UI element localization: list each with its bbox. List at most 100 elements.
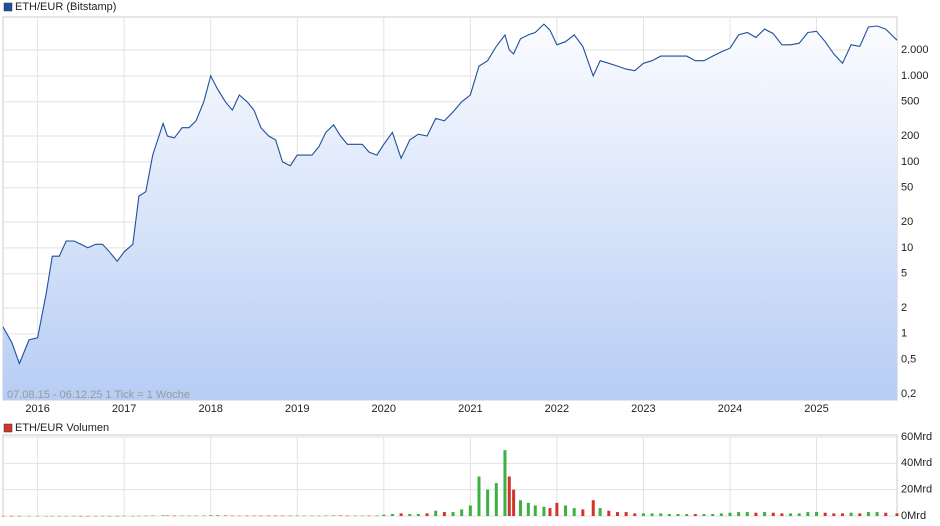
volume-bar [27, 515, 31, 517]
x-tick-label: 2024 [718, 403, 742, 415]
volume-bar [151, 515, 155, 516]
volume-bar [281, 515, 285, 517]
volume-bar [375, 515, 379, 517]
volume-bar [382, 514, 386, 516]
volume-bar [442, 512, 446, 516]
volume-bar [345, 515, 349, 517]
volume-bar [702, 514, 706, 516]
volume-bar [591, 500, 595, 516]
volume-bar [339, 515, 343, 516]
price-line [2, 23, 898, 366]
volume-bar [172, 515, 176, 517]
x-tick-label: 2022 [545, 403, 569, 415]
volume-bar [667, 514, 671, 516]
volume-bar [486, 489, 490, 516]
legend-swatch [3, 423, 13, 433]
y-tick-label: 20 [901, 216, 913, 228]
y-tick-label: 1.000 [901, 70, 929, 82]
legend-label: ETH/EUR Volumen [15, 422, 109, 434]
volume-bar [832, 513, 836, 516]
volume-bar [310, 515, 314, 517]
volume-bar [624, 512, 628, 516]
volume-bar [223, 515, 227, 516]
volume-bar [165, 515, 169, 516]
volume-bar [789, 513, 793, 516]
volume-bar [641, 513, 645, 516]
volume-bar [598, 508, 602, 516]
volume-bar [161, 515, 165, 516]
volume-bar [274, 515, 278, 517]
volume-bar [650, 513, 654, 516]
x-tick-label: 2023 [631, 403, 655, 415]
volume-bar [797, 513, 801, 516]
volume-bar [50, 515, 54, 517]
volume-bar [131, 515, 135, 517]
annotation: 07.08.15 - 06.12.25 1 Tick = 1 Woche [7, 389, 190, 401]
price-area [3, 24, 897, 400]
volume-bar [194, 515, 198, 517]
volume-bar [866, 512, 870, 516]
volume-bar [615, 512, 619, 516]
y-tick-label: 100 [901, 156, 919, 168]
volume-bar [719, 513, 723, 516]
volume-bar [390, 514, 394, 516]
volume-bar [86, 515, 90, 517]
y-tick-label: 50 [901, 182, 913, 194]
x-tick-label: 2020 [372, 403, 396, 415]
volume-bar [434, 510, 438, 516]
volume-bar [259, 515, 263, 517]
volume-bar [1, 515, 5, 517]
volume-bar [468, 505, 472, 516]
volume-bar [745, 512, 749, 516]
volume-bar [137, 515, 141, 517]
x-tick-label: 2025 [804, 403, 828, 415]
volume-bar [460, 509, 464, 516]
x-tick-label: 2016 [25, 403, 49, 415]
x-tick-label: 2019 [285, 403, 309, 415]
volume-bar [754, 512, 758, 516]
y-tick-label: 0,2 [901, 388, 916, 400]
volume-bar [548, 508, 552, 516]
volume-bar [806, 512, 810, 516]
volume-bar [815, 512, 819, 516]
volume-bar [245, 515, 249, 517]
x-tick-label: 2021 [458, 403, 482, 415]
y-tick-label: 200 [901, 130, 919, 142]
volume-bar [187, 515, 191, 517]
y-tick-label: 5 [901, 268, 907, 280]
volume-bar [332, 515, 336, 516]
y-tick-label: 10 [901, 242, 913, 254]
volume-bar [324, 515, 328, 516]
volume-bar [451, 512, 455, 516]
y-tick-label: 0Mrd [901, 510, 926, 522]
volume-bar [360, 515, 364, 517]
volume-bar [685, 514, 689, 516]
x-tick-label: 2017 [112, 403, 136, 415]
volume-bar [416, 514, 420, 516]
volume-bar [107, 515, 111, 517]
volume-bar [519, 500, 523, 516]
volume-bar [564, 505, 568, 516]
volume-bar [408, 514, 412, 516]
volume-bar [115, 515, 119, 517]
volume-bar [122, 515, 126, 517]
volume-bar [252, 515, 256, 517]
y-tick-label: 1 [901, 328, 907, 340]
x-tick-label: 2018 [198, 403, 222, 415]
y-tick-label: 40Mrd [901, 457, 932, 469]
volume-bar [737, 512, 741, 516]
volume-bar [503, 450, 507, 516]
volume-bar [101, 515, 105, 517]
volume-bar [728, 512, 732, 516]
volume-bar [17, 515, 21, 517]
volume-bar [477, 476, 481, 516]
volume-bar [209, 515, 213, 516]
legend-label: ETH/EUR (Bitstamp) [15, 1, 116, 13]
volume-bar [288, 515, 292, 517]
volume-bar [302, 515, 306, 517]
volume-bar [216, 515, 220, 516]
volume-bar [895, 513, 899, 516]
y-tick-label: 0,5 [901, 354, 916, 366]
volume-bar [526, 502, 530, 516]
